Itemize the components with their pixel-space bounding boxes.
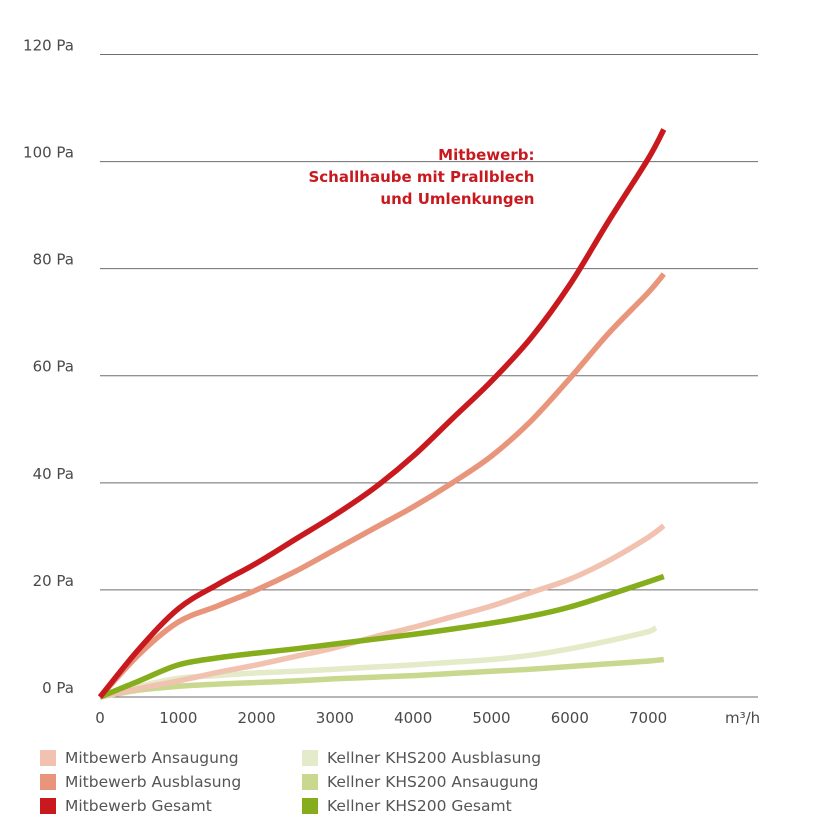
- series-line-kellner-khs200-ansaugung: [99, 656, 665, 700]
- legend-label: Mitbewerb Gesamt: [65, 797, 212, 815]
- y-tick-label: 20 Pa: [33, 572, 74, 590]
- annotation-line: und Umlenkungen: [380, 190, 534, 208]
- legend-label: Mitbewerb Ansaugung: [65, 749, 239, 767]
- legend-swatch: [302, 750, 318, 766]
- series-line-mitbewerb-ansaugung: [99, 523, 666, 700]
- series-line-mitbewerb-gesamt: [97, 128, 667, 699]
- legend-label: Mitbewerb Ausblasung: [65, 773, 242, 791]
- legend-label: Kellner KHS200 Ansaugung: [327, 773, 539, 791]
- x-tick-labels: 0 1000 2000 3000 4000 5000 6000 7000 m³/h: [95, 709, 760, 727]
- y-tick-label: 0 Pa: [42, 679, 74, 697]
- y-tick-label: 100 Pa: [23, 144, 74, 162]
- line-chart: 0 Pa 20 Pa 40 Pa 60 Pa 80 Pa 100 Pa 120 Pa 0 10…: [23, 36, 760, 727]
- series-line-mitbewerb-ausblasung: [97, 272, 666, 699]
- annotation-line: Schallhaube mit Prallblech: [308, 168, 534, 186]
- x-unit-label: m³/h: [725, 709, 760, 727]
- legend-swatch: [40, 774, 56, 790]
- legend-item: Kellner KHS200 Gesamt: [302, 796, 564, 816]
- legend-swatch: [302, 774, 318, 790]
- x-tick-label: 6000: [551, 709, 589, 727]
- legend-label: Kellner KHS200 Ausblasung: [327, 749, 542, 767]
- legend-swatch: [40, 750, 56, 766]
- annotation-line: Mitbewerb:: [438, 146, 534, 164]
- y-tick-label: 120 Pa: [23, 36, 74, 54]
- y-tick-labels: 0 Pa 20 Pa 40 Pa 60 Pa 80 Pa 100 Pa 120 Pa: [23, 36, 74, 697]
- series-line-kellner-khs200-gesamt: [98, 573, 665, 700]
- y-tick-label: 60 Pa: [33, 358, 74, 376]
- y-tick-label: 80 Pa: [33, 251, 74, 269]
- legend-item: Kellner KHS200 Ausblasung: [302, 748, 564, 768]
- y-tick-label: 40 Pa: [33, 465, 74, 483]
- x-tick-label: 1000: [159, 709, 197, 727]
- legend: Mitbewerb Ansaugung Kellner KHS200 Ausbla…: [40, 748, 580, 816]
- x-tick-label: 5000: [472, 709, 510, 727]
- legend-swatch: [302, 798, 318, 814]
- legend-item: Mitbewerb Ansaugung: [40, 748, 302, 768]
- legend-item: Mitbewerb Gesamt: [40, 796, 302, 816]
- legend-item: Kellner KHS200 Ansaugung: [302, 772, 564, 792]
- legend-item: Mitbewerb Ausblasung: [40, 772, 302, 792]
- x-tick-label: 7000: [629, 709, 667, 727]
- legend-label: Kellner KHS200 Gesamt: [327, 797, 512, 815]
- legend-swatch: [40, 798, 56, 814]
- x-tick-label: 2000: [238, 709, 276, 727]
- x-tick-label: 3000: [316, 709, 354, 727]
- annotation: Mitbewerb: Schallhaube mit Prallblech und …: [308, 146, 534, 208]
- x-tick-label: 0: [95, 709, 105, 727]
- gridlines: [100, 53, 758, 698]
- x-tick-label: 4000: [394, 709, 432, 727]
- series-lines: [97, 128, 667, 700]
